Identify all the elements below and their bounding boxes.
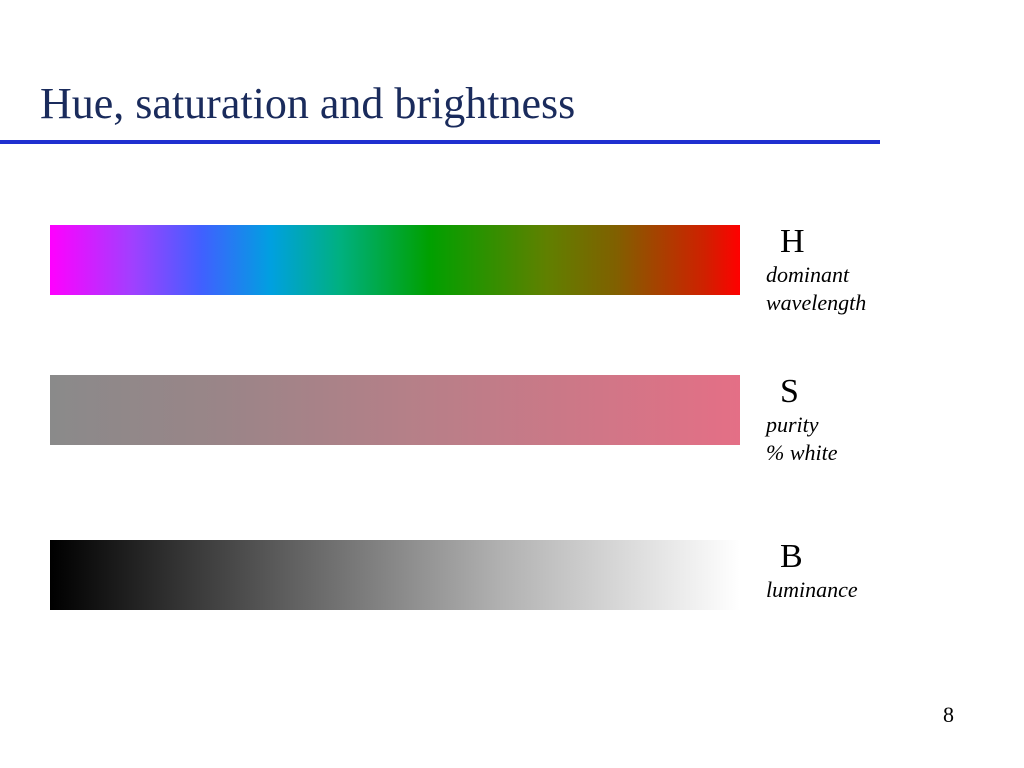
- hue-desc-line2: wavelength: [766, 290, 866, 315]
- saturation-letter: S: [766, 375, 838, 409]
- hue-gradient-bar: [50, 225, 740, 295]
- brightness-desc-line1: luminance: [766, 577, 858, 602]
- brightness-row: B luminance: [50, 540, 890, 610]
- brightness-letter: B: [766, 540, 858, 574]
- hue-desc-line1: dominant: [766, 262, 849, 287]
- title-underline-rule: [0, 140, 880, 144]
- slide: Hue, saturation and brightness H dominan…: [0, 0, 1024, 768]
- saturation-row: S purity % white: [50, 375, 890, 466]
- saturation-desc-line2: % white: [766, 440, 838, 465]
- brightness-gradient-bar: [50, 540, 740, 610]
- saturation-gradient-bar: [50, 375, 740, 445]
- brightness-label: B luminance: [766, 540, 858, 604]
- brightness-desc: luminance: [766, 576, 858, 604]
- hue-letter: H: [766, 225, 866, 259]
- slide-title: Hue, saturation and brightness: [40, 78, 575, 129]
- saturation-desc: purity % white: [766, 411, 838, 466]
- hue-row: H dominant wavelength: [50, 225, 890, 316]
- page-number: 8: [943, 702, 954, 728]
- hue-desc: dominant wavelength: [766, 261, 866, 316]
- saturation-desc-line1: purity: [766, 412, 819, 437]
- hue-label: H dominant wavelength: [766, 225, 866, 316]
- saturation-label: S purity % white: [766, 375, 838, 466]
